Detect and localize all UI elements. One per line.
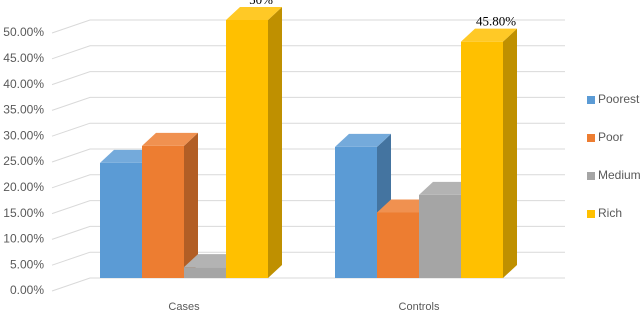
value-label: 45.80%: [476, 14, 516, 29]
bar: [377, 212, 419, 278]
bar: [184, 267, 226, 278]
y-tick-label: 10.00%: [3, 232, 44, 246]
grid-line: [51, 122, 565, 137]
y-tick-label: 45.00%: [3, 51, 44, 65]
legend-swatch: [587, 134, 595, 142]
y-tick-label: 30.00%: [3, 128, 44, 142]
bar: [142, 145, 184, 278]
bar: [100, 162, 142, 278]
legend-label: Poorest: [598, 92, 640, 106]
y-tick-label: 20.00%: [3, 180, 44, 194]
bar: [419, 194, 461, 278]
bar-top: [226, 7, 282, 20]
bar: [226, 20, 268, 278]
grid-line: [51, 45, 565, 60]
bar-side: [268, 7, 282, 278]
grid-line: [51, 96, 565, 111]
legend-swatch: [587, 172, 595, 180]
legend-label: Poor: [598, 130, 623, 144]
bar-side: [503, 28, 517, 279]
y-tick-label: 15.00%: [3, 206, 44, 220]
x-tick-label: Controls: [399, 301, 440, 313]
grid-line: [51, 19, 565, 34]
y-tick-label: 50.00%: [3, 25, 44, 39]
grid-line: [51, 277, 565, 292]
bar-top: [335, 133, 391, 147]
legend-swatch: [587, 210, 595, 218]
bar-side: [184, 132, 198, 278]
grid-line: [51, 148, 565, 163]
x-tick-label: Cases: [168, 301, 200, 313]
legend-label: Rich: [598, 206, 622, 220]
bar-top: [461, 28, 517, 42]
y-tick-label: 0.00%: [10, 283, 44, 297]
value-label: 50%: [249, 0, 273, 7]
y-tick-label: 5.00%: [10, 257, 44, 271]
y-tick-label: 25.00%: [3, 154, 44, 168]
grid-line: [51, 71, 565, 86]
bar: [335, 146, 377, 278]
y-tick-label: 35.00%: [3, 103, 44, 117]
grid-line: [51, 174, 565, 189]
y-tick-label: 40.00%: [3, 77, 44, 91]
bar: [461, 41, 503, 279]
legend-swatch: [587, 96, 595, 104]
legend-label: Medium: [598, 168, 641, 182]
bar-top: [142, 132, 198, 146]
